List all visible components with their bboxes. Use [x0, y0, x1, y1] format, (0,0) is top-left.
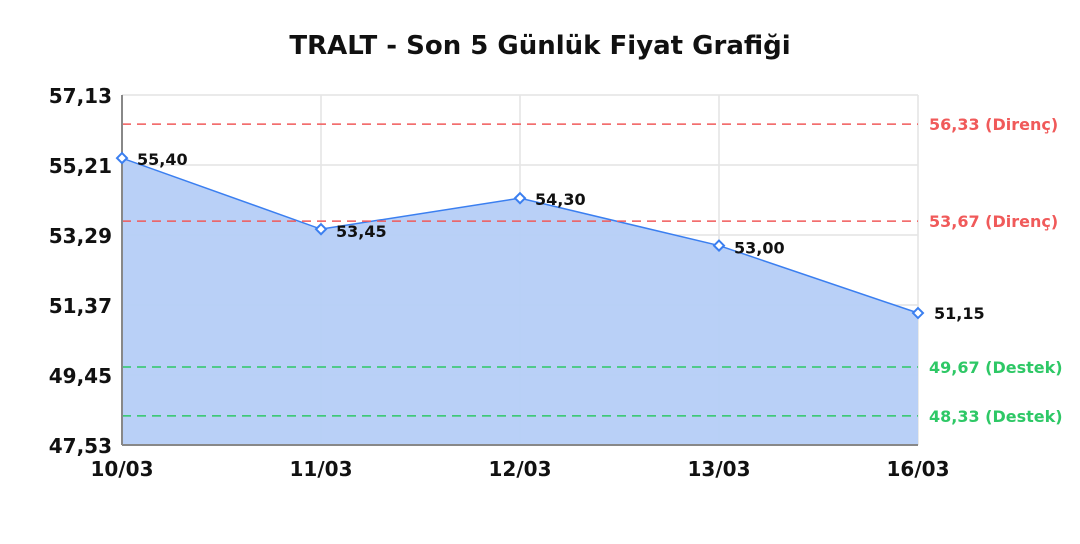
- reference-line-label: 56,33 (Direnç): [929, 115, 1058, 134]
- data-label: 55,40: [137, 150, 188, 169]
- data-label: 53,00: [734, 239, 785, 258]
- data-label: 51,15: [934, 304, 985, 323]
- x-tick-label: 12/03: [489, 457, 552, 481]
- data-point: [115, 151, 129, 165]
- data-label: 53,45: [336, 222, 387, 241]
- x-tick-label: 16/03: [887, 457, 950, 481]
- y-tick-label: 49,45: [49, 364, 112, 388]
- data-point: [513, 191, 527, 205]
- data-point: [712, 239, 726, 252]
- reference-line-label: 48,33 (Destek): [929, 407, 1063, 426]
- reference-line-label: 49,67 (Destek): [929, 358, 1063, 377]
- data-point: [314, 222, 328, 236]
- y-tick-label: 51,37: [49, 294, 112, 318]
- chart-title: TRALT - Son 5 Günlük Fiyat Grafiği: [289, 31, 790, 61]
- x-tick-label: 10/03: [91, 457, 154, 481]
- data-point: [911, 306, 925, 320]
- y-tick-label: 55,21: [49, 154, 112, 178]
- reference-line-label: 53,67 (Direnç): [929, 212, 1058, 231]
- data-label: 54,30: [535, 190, 586, 209]
- x-tick-label: 11/03: [290, 457, 353, 481]
- y-tick-label: 53,29: [49, 224, 112, 248]
- y-tick-label: 57,13: [49, 84, 112, 108]
- y-tick-label: 47,53: [49, 434, 112, 458]
- x-tick-label: 13/03: [688, 457, 751, 481]
